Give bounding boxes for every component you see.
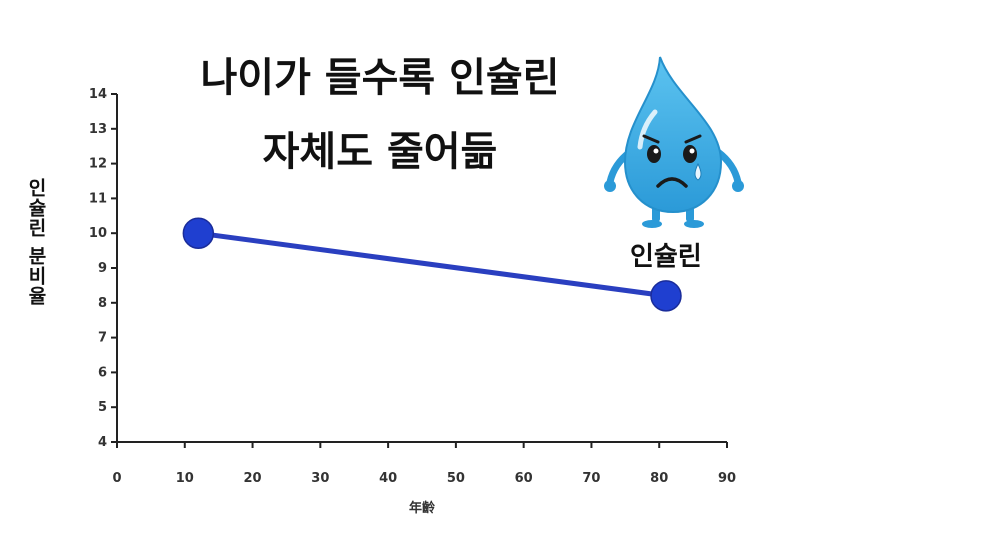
x-axis-label: 年齡	[409, 500, 435, 516]
x-tick-label: 10	[176, 471, 194, 486]
y-tick-label: 12	[89, 157, 107, 172]
data-point	[182, 217, 215, 249]
y-tick-label: 8	[98, 296, 107, 311]
y-tick-label: 6	[98, 365, 107, 380]
x-tick-label: 80	[650, 471, 668, 486]
y-tick-label: 13	[89, 122, 107, 137]
chart-title-line1: 나이가 들수록 인슐린	[200, 55, 560, 101]
y-tick-label: 7	[98, 331, 107, 346]
x-tick-label: 0	[112, 471, 121, 486]
x-tick-label: 50	[447, 471, 465, 486]
x-tick-label: 70	[582, 471, 600, 486]
y-tick-label: 4	[98, 435, 107, 450]
y-tick-label: 14	[89, 87, 107, 102]
series-line	[195, 230, 669, 299]
y-tick-label: 9	[98, 261, 107, 276]
y-tick-label: 10	[89, 226, 107, 241]
mascot-label: 인슐린	[630, 242, 702, 272]
x-tick-label: 60	[515, 471, 533, 486]
x-tick-label: 90	[718, 471, 736, 486]
sad-water-drop-icon	[604, 56, 744, 228]
ticks: 4 5 6 7 8 9 10 11 12 13 14 0 10 20 30 40 50 60 70 80 90	[89, 87, 736, 486]
series	[182, 217, 682, 312]
y-tick-label: 11	[89, 191, 107, 206]
chart-title-line2: 자체도 줄어듦	[262, 129, 498, 175]
y-tick-label: 5	[98, 400, 107, 415]
y-axis-label: 인슐린 분비율	[25, 178, 47, 306]
x-tick-label: 40	[379, 471, 397, 486]
x-tick-label: 30	[311, 471, 329, 486]
x-tick-label: 20	[244, 471, 262, 486]
data-point	[650, 280, 682, 312]
